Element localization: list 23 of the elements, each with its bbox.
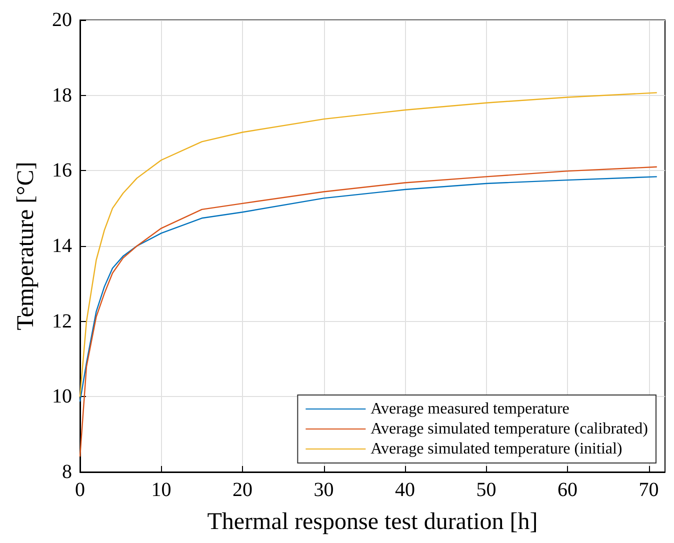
y-tick-label: 14 <box>52 235 72 257</box>
line-series <box>79 166 658 458</box>
legend-label: Average simulated temperature (initial) <box>370 440 622 458</box>
x-tick-label: 0 <box>75 479 85 501</box>
legend-label: Average measured temperature <box>370 400 570 418</box>
legend-label: Average simulated temperature (calibrated) <box>370 420 648 438</box>
x-tick-label: 70 <box>638 479 659 501</box>
y-tick-label: 20 <box>52 9 72 31</box>
x-tick-label: 30 <box>314 479 334 501</box>
y-axis-title: Temperature [°C] <box>13 162 39 330</box>
x-axis-title: Thermal response test duration [h] <box>207 509 538 535</box>
line-series <box>79 92 658 398</box>
line-series <box>79 176 658 402</box>
y-tick-label: 16 <box>52 160 72 182</box>
x-tick-label: 60 <box>558 479 578 501</box>
x-tick-label: 20 <box>232 479 252 501</box>
y-tick-label: 12 <box>52 310 72 332</box>
y-tick-label: 10 <box>52 386 72 408</box>
y-tick-label: 8 <box>62 461 72 483</box>
x-tick-label: 10 <box>151 479 172 501</box>
x-tick-label: 40 <box>395 479 415 501</box>
y-tick-label: 18 <box>52 84 72 106</box>
x-tick-label: 50 <box>476 479 496 501</box>
